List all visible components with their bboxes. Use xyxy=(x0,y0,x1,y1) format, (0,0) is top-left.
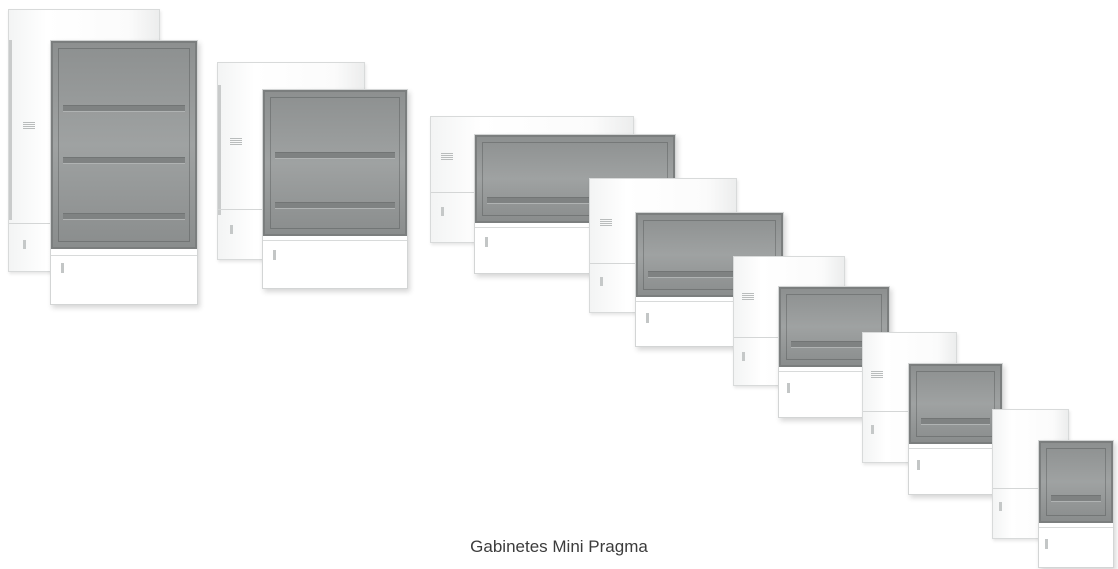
cabinet-smoked-door xyxy=(635,212,784,347)
cabinet-smoked-door xyxy=(50,40,198,305)
cabinet-smoked-door xyxy=(1038,440,1114,568)
image-caption: Gabinetes Mini Pragma xyxy=(470,537,648,556)
cabinet-smoked-door xyxy=(908,363,1003,495)
cabinet-smoked-door xyxy=(262,89,408,289)
